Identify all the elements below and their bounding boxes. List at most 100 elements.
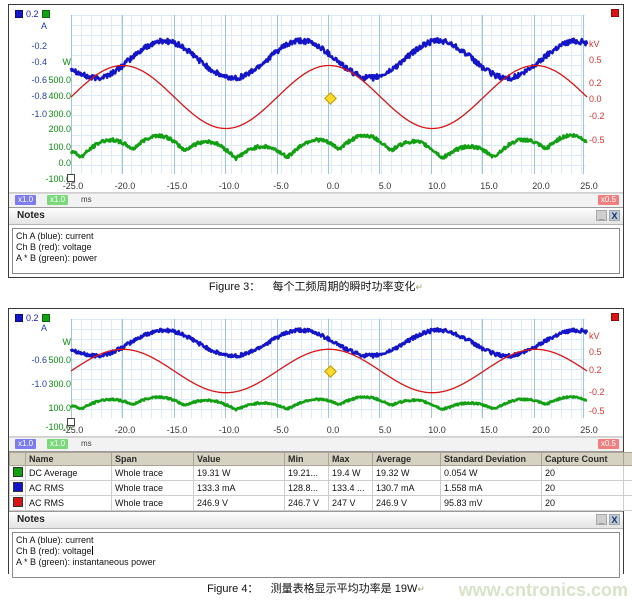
notes-textarea[interactable]: Ch A (blue): current Ch B (red): voltage… bbox=[12, 532, 620, 578]
scale-badge-channel-b[interactable]: x0.5 bbox=[597, 439, 619, 449]
channel-a-scale-label: 0.2 bbox=[26, 313, 39, 323]
scale-badge-channel-a[interactable]: x1.0 bbox=[15, 195, 37, 205]
channel-b-swatch-icon[interactable] bbox=[611, 9, 619, 19]
scale-badge-row: x1.0 x1.0 ms x0.5 bbox=[9, 193, 623, 207]
plot-area-figure-4[interactable]: 0.2 A -0.6 -1.0 W 500.0 300.0 100.0 -100… bbox=[9, 309, 623, 437]
notes-line: A * B (green): instantaneous power bbox=[16, 557, 156, 567]
cell-span: Whole trace bbox=[111, 495, 194, 511]
axis-right-red-tick: -0.5 bbox=[589, 406, 605, 416]
col-value[interactable]: Value bbox=[193, 452, 285, 466]
plot-area-figure-3[interactable]: 0.2 A -0.2 -0.4 -0.6 -0.8 -1.0 W 500.0 4… bbox=[9, 5, 623, 193]
minimize-icon[interactable]: _ bbox=[596, 210, 607, 221]
cell-standard-deviation: 95.83 mV bbox=[440, 495, 542, 511]
axis-left-green-unit: W bbox=[62, 337, 72, 347]
close-icon[interactable]: X bbox=[609, 514, 620, 525]
channel-a-swatch-icon[interactable] bbox=[15, 314, 23, 322]
cell-capture-count: 20 bbox=[541, 465, 624, 481]
figure-3-caption-text: 每个工频周期的瞬时功率变化 bbox=[272, 281, 416, 293]
cell-standard-deviation: 0.054 W bbox=[440, 465, 542, 481]
notes-textarea[interactable]: Ch A (blue): current Ch B (red): voltage… bbox=[12, 228, 620, 274]
waveform-current bbox=[69, 37, 589, 82]
cell-max: 133.4 ... bbox=[328, 480, 373, 496]
cell-max: 247 V bbox=[328, 495, 373, 511]
axis-left-blue-tick: -0.8 bbox=[31, 91, 47, 101]
axis-left-green-tick: -100.0 bbox=[45, 174, 71, 184]
axis-x-tick: 10.0 bbox=[428, 181, 446, 191]
axis-left-green-tick: -100.0 bbox=[45, 422, 71, 432]
axis-right-red-tick: -0.5 bbox=[589, 135, 605, 145]
time-unit-label: ms bbox=[81, 439, 92, 448]
cell-value: 246.9 V bbox=[193, 495, 285, 511]
scope-window-figure-3: 0.2 A -0.2 -0.4 -0.6 -0.8 -1.0 W 500.0 4… bbox=[8, 4, 624, 278]
axis-left-green-tick: 300.0 bbox=[48, 379, 71, 389]
channel-a-scale-label: 0.2 bbox=[26, 9, 39, 19]
scale-badge-math-ab[interactable]: x1.0 bbox=[47, 439, 69, 449]
col-name[interactable]: Name bbox=[25, 452, 112, 466]
axis-left-green-tick: 100.0 bbox=[48, 142, 71, 152]
axis-right-red-tick: 0.5 bbox=[589, 55, 602, 65]
col-standard-deviation[interactable]: Standard Deviation bbox=[440, 452, 542, 466]
waveform-power bbox=[69, 133, 588, 162]
measurements-table: Name Span Value Min Max Average Standard… bbox=[9, 452, 632, 511]
figure-4-caption-label: Figure 4： bbox=[207, 583, 259, 595]
measurements-body: DC Average Whole trace 19.31 W 19.21... 19.4… bbox=[9, 465, 632, 511]
axis-x-tick: 25.0 bbox=[580, 181, 598, 191]
axis-x-tick: 5.0 bbox=[378, 425, 392, 435]
scale-badge-channel-a[interactable]: x1.0 bbox=[15, 439, 37, 449]
notes-line: Ch A (blue): current bbox=[16, 231, 94, 241]
axis-x-tick: -5.0 bbox=[273, 181, 289, 191]
axis-x-tick: 10.0 bbox=[428, 425, 446, 435]
table-row[interactable]: DC Average Whole trace 19.31 W 19.21... 19.4… bbox=[9, 465, 632, 481]
row-color-swatch-icon bbox=[9, 465, 26, 481]
scale-badge-channel-b[interactable]: x0.5 bbox=[597, 195, 619, 205]
axis-left-blue-unit: A bbox=[40, 21, 47, 31]
scope-window-figure-4: 0.2 A -0.6 -1.0 W 500.0 300.0 100.0 -100… bbox=[8, 308, 632, 578]
cell-min: 128.8... bbox=[284, 480, 329, 496]
axis-x-tick: -15.0 bbox=[166, 181, 188, 191]
cell-name: DC Average bbox=[25, 465, 112, 481]
axis-x-tick: -25.0 bbox=[62, 425, 84, 435]
notes-titlebar: Notes _ X bbox=[9, 208, 623, 225]
notes-line-with-caret: Ch B (red): voltage bbox=[16, 546, 616, 557]
col-min[interactable]: Min bbox=[284, 452, 329, 466]
axis-x-tick: -20.0 bbox=[114, 181, 136, 191]
trace-handle[interactable] bbox=[67, 418, 75, 426]
cell-capture-count: 20 bbox=[541, 480, 624, 496]
cell-name: AC RMS bbox=[25, 495, 112, 511]
axis-left-green-unit: W bbox=[62, 57, 72, 67]
cell-average: 130.7 mA bbox=[372, 480, 441, 496]
math-ab-swatch-icon[interactable] bbox=[41, 10, 50, 18]
paragraph-mark-icon: ↵ bbox=[415, 282, 424, 292]
measurements-table-panel: Name Span Value Min Max Average Standard… bbox=[9, 451, 632, 511]
channel-b-swatch-icon[interactable] bbox=[611, 313, 619, 323]
figure-4-caption-text: 测量表格显示平均功率是 19W bbox=[270, 583, 418, 595]
table-row[interactable]: AC RMS Whole trace 246.9 V 246.7 V 247 V 246.… bbox=[9, 495, 632, 511]
axis-x-tick: 20.0 bbox=[532, 425, 550, 435]
math-ab-swatch-icon[interactable] bbox=[41, 314, 50, 322]
channel-a-swatch-icon[interactable] bbox=[15, 10, 23, 18]
col-average[interactable]: Average bbox=[372, 452, 441, 466]
axis-left-blue-tick: -1.0 bbox=[31, 379, 47, 389]
minimize-icon[interactable]: _ bbox=[596, 514, 607, 525]
cell-span: Whole trace bbox=[111, 480, 194, 496]
axis-left-green-tick: 0.0 bbox=[58, 158, 71, 168]
scale-badge-math-ab[interactable]: x1.0 bbox=[47, 195, 69, 205]
waveform-voltage bbox=[70, 64, 588, 130]
table-row[interactable]: AC RMS Whole trace 133.3 mA 128.8... 133.4 .… bbox=[9, 480, 632, 496]
trace-handle[interactable] bbox=[67, 174, 75, 182]
row-color-swatch-icon bbox=[9, 495, 26, 511]
col-capture-count[interactable]: Capture Count bbox=[541, 452, 624, 466]
close-icon[interactable]: X bbox=[609, 210, 620, 221]
col-span[interactable]: Span bbox=[111, 452, 194, 466]
waveform-canvas bbox=[69, 327, 589, 412]
axis-x-tick: 15.0 bbox=[480, 425, 498, 435]
measurements-header-row: Name Span Value Min Max Average Standard… bbox=[9, 452, 632, 466]
col-max[interactable]: Max bbox=[328, 452, 373, 466]
notes-line: Ch B (red): voltage bbox=[16, 242, 92, 252]
cell-spacer bbox=[623, 495, 632, 511]
col-swatch bbox=[9, 452, 26, 466]
axis-x-tick: -20.0 bbox=[114, 425, 136, 435]
table-window-controls: _ ❐ bbox=[623, 452, 632, 466]
notes-title-label: Notes bbox=[17, 514, 45, 525]
channel-legend: 0.2 bbox=[15, 313, 50, 323]
